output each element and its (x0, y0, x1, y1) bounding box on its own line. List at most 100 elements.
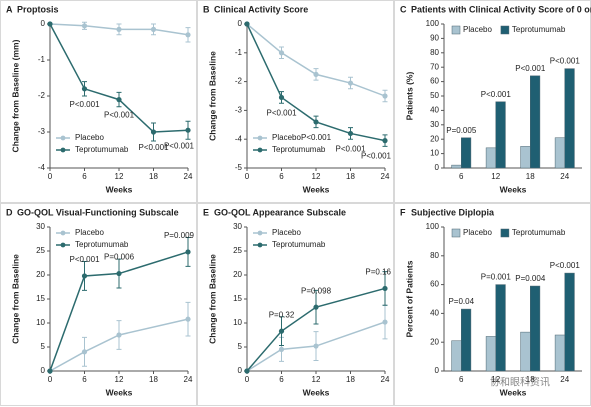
y-tick-label: 30 (36, 222, 45, 231)
x-axis-title: Weeks (106, 387, 133, 397)
legend-label: Teprotumumab (512, 25, 566, 34)
p-value: P<0.001 (361, 152, 392, 161)
p-value: P=0.16 (365, 268, 391, 277)
y-tick-label: 40 (430, 106, 439, 115)
p-value: P=0.006 (104, 253, 135, 262)
p-value: P<0.001 (481, 90, 512, 99)
x-tick-label: 6 (459, 375, 464, 384)
legend-swatch (500, 25, 510, 35)
data-point (382, 138, 388, 144)
data-point (278, 346, 285, 352)
x-tick-label: 6 (279, 172, 284, 181)
y-tick-label: 15 (36, 294, 45, 303)
bar (451, 164, 462, 169)
series-line (246, 321, 386, 372)
bar (554, 334, 566, 372)
bar (520, 146, 531, 169)
legend-marker (257, 230, 263, 236)
x-tick-label: 24 (560, 172, 569, 181)
y-tick-label: 0 (41, 19, 46, 28)
panel-frame (0, 203, 197, 406)
x-tick-label: 24 (381, 172, 390, 181)
y-tick-label: 10 (36, 318, 45, 327)
panel-frame (0, 0, 197, 203)
legend-swatch (451, 228, 461, 238)
data-point (116, 332, 122, 338)
x-tick-label: 18 (526, 172, 535, 181)
panel-letter: B (203, 4, 210, 14)
watermark: 协和眼科资讯 (490, 376, 550, 389)
data-point (81, 23, 88, 29)
bar (495, 284, 506, 372)
y-axis-title: Change from Baseline (mm) (10, 39, 20, 152)
y-tick-label: 20 (233, 270, 242, 279)
x-axis-title: Weeks (303, 387, 330, 397)
x-tick-label: 18 (526, 375, 535, 384)
data-point (244, 368, 250, 374)
y-tick-label: 20 (430, 337, 439, 346)
data-point (116, 26, 122, 32)
bar (564, 68, 575, 169)
data-point (81, 273, 88, 279)
y-tick-label: 0 (41, 366, 46, 375)
y-tick-label: -2 (38, 91, 46, 100)
x-tick-label: 24 (381, 375, 390, 384)
panel-title: GO-QOL Appearance Subscale (214, 207, 346, 217)
x-tick-label: 18 (149, 172, 158, 181)
p-value: P<0.001 (69, 255, 100, 264)
panel-letter: F (400, 207, 406, 217)
data-point (116, 270, 122, 277)
x-tick-label: 24 (184, 375, 193, 384)
y-tick-label: -2 (235, 77, 243, 86)
data-point (185, 32, 191, 38)
data-point (185, 127, 191, 133)
x-tick-label: 18 (346, 172, 355, 181)
y-tick-label: 0 (238, 366, 243, 375)
data-point (150, 129, 157, 135)
x-tick-label: 12 (491, 375, 500, 384)
x-tick-label: 12 (115, 375, 124, 384)
legend-label: Placebo (463, 25, 492, 34)
y-tick-label: 25 (36, 246, 45, 255)
y-tick-label: -4 (235, 134, 243, 143)
data-point (382, 319, 388, 325)
panel-title: Patients with Clinical Activity Score of… (411, 4, 591, 14)
x-tick-label: 6 (82, 172, 87, 181)
p-value: P=0.098 (301, 286, 332, 295)
bar (495, 101, 506, 169)
x-tick-label: 0 (48, 375, 53, 384)
y-axis-title: Change from Baseline (10, 254, 20, 344)
y-tick-label: 20 (430, 134, 439, 143)
legend-marker (60, 135, 66, 141)
legend-swatch (500, 228, 510, 238)
data-point (278, 94, 285, 101)
data-point (313, 119, 319, 125)
x-axis-title: Weeks (500, 387, 527, 397)
y-axis-title: Change from Baseline (207, 51, 217, 141)
y-tick-label: 30 (233, 222, 242, 231)
data-point (81, 86, 88, 92)
y-tick-label: -1 (235, 48, 243, 57)
bar (485, 147, 496, 169)
data-point (313, 304, 319, 310)
legend-marker (60, 242, 66, 248)
panel-letter: D (6, 207, 13, 217)
p-value: P=0.32 (269, 310, 295, 319)
y-tick-label: 100 (426, 19, 440, 28)
legend-marker (60, 147, 66, 153)
legend-marker (60, 230, 66, 236)
p-value: P<0.001 (138, 143, 169, 152)
data-point (382, 93, 388, 99)
x-tick-label: 6 (82, 375, 87, 384)
panel-title: Proptosis (17, 4, 59, 14)
panel-frame (197, 0, 394, 203)
y-tick-label: 40 (430, 309, 439, 318)
legend-label: Placebo (75, 133, 104, 142)
y-tick-label: 50 (430, 91, 439, 100)
x-tick-label: 6 (459, 172, 464, 181)
y-tick-label: 10 (430, 149, 439, 158)
legend-label: Teprotumumab (512, 228, 566, 237)
x-tick-label: 12 (491, 172, 500, 181)
x-tick-label: 18 (149, 375, 158, 384)
